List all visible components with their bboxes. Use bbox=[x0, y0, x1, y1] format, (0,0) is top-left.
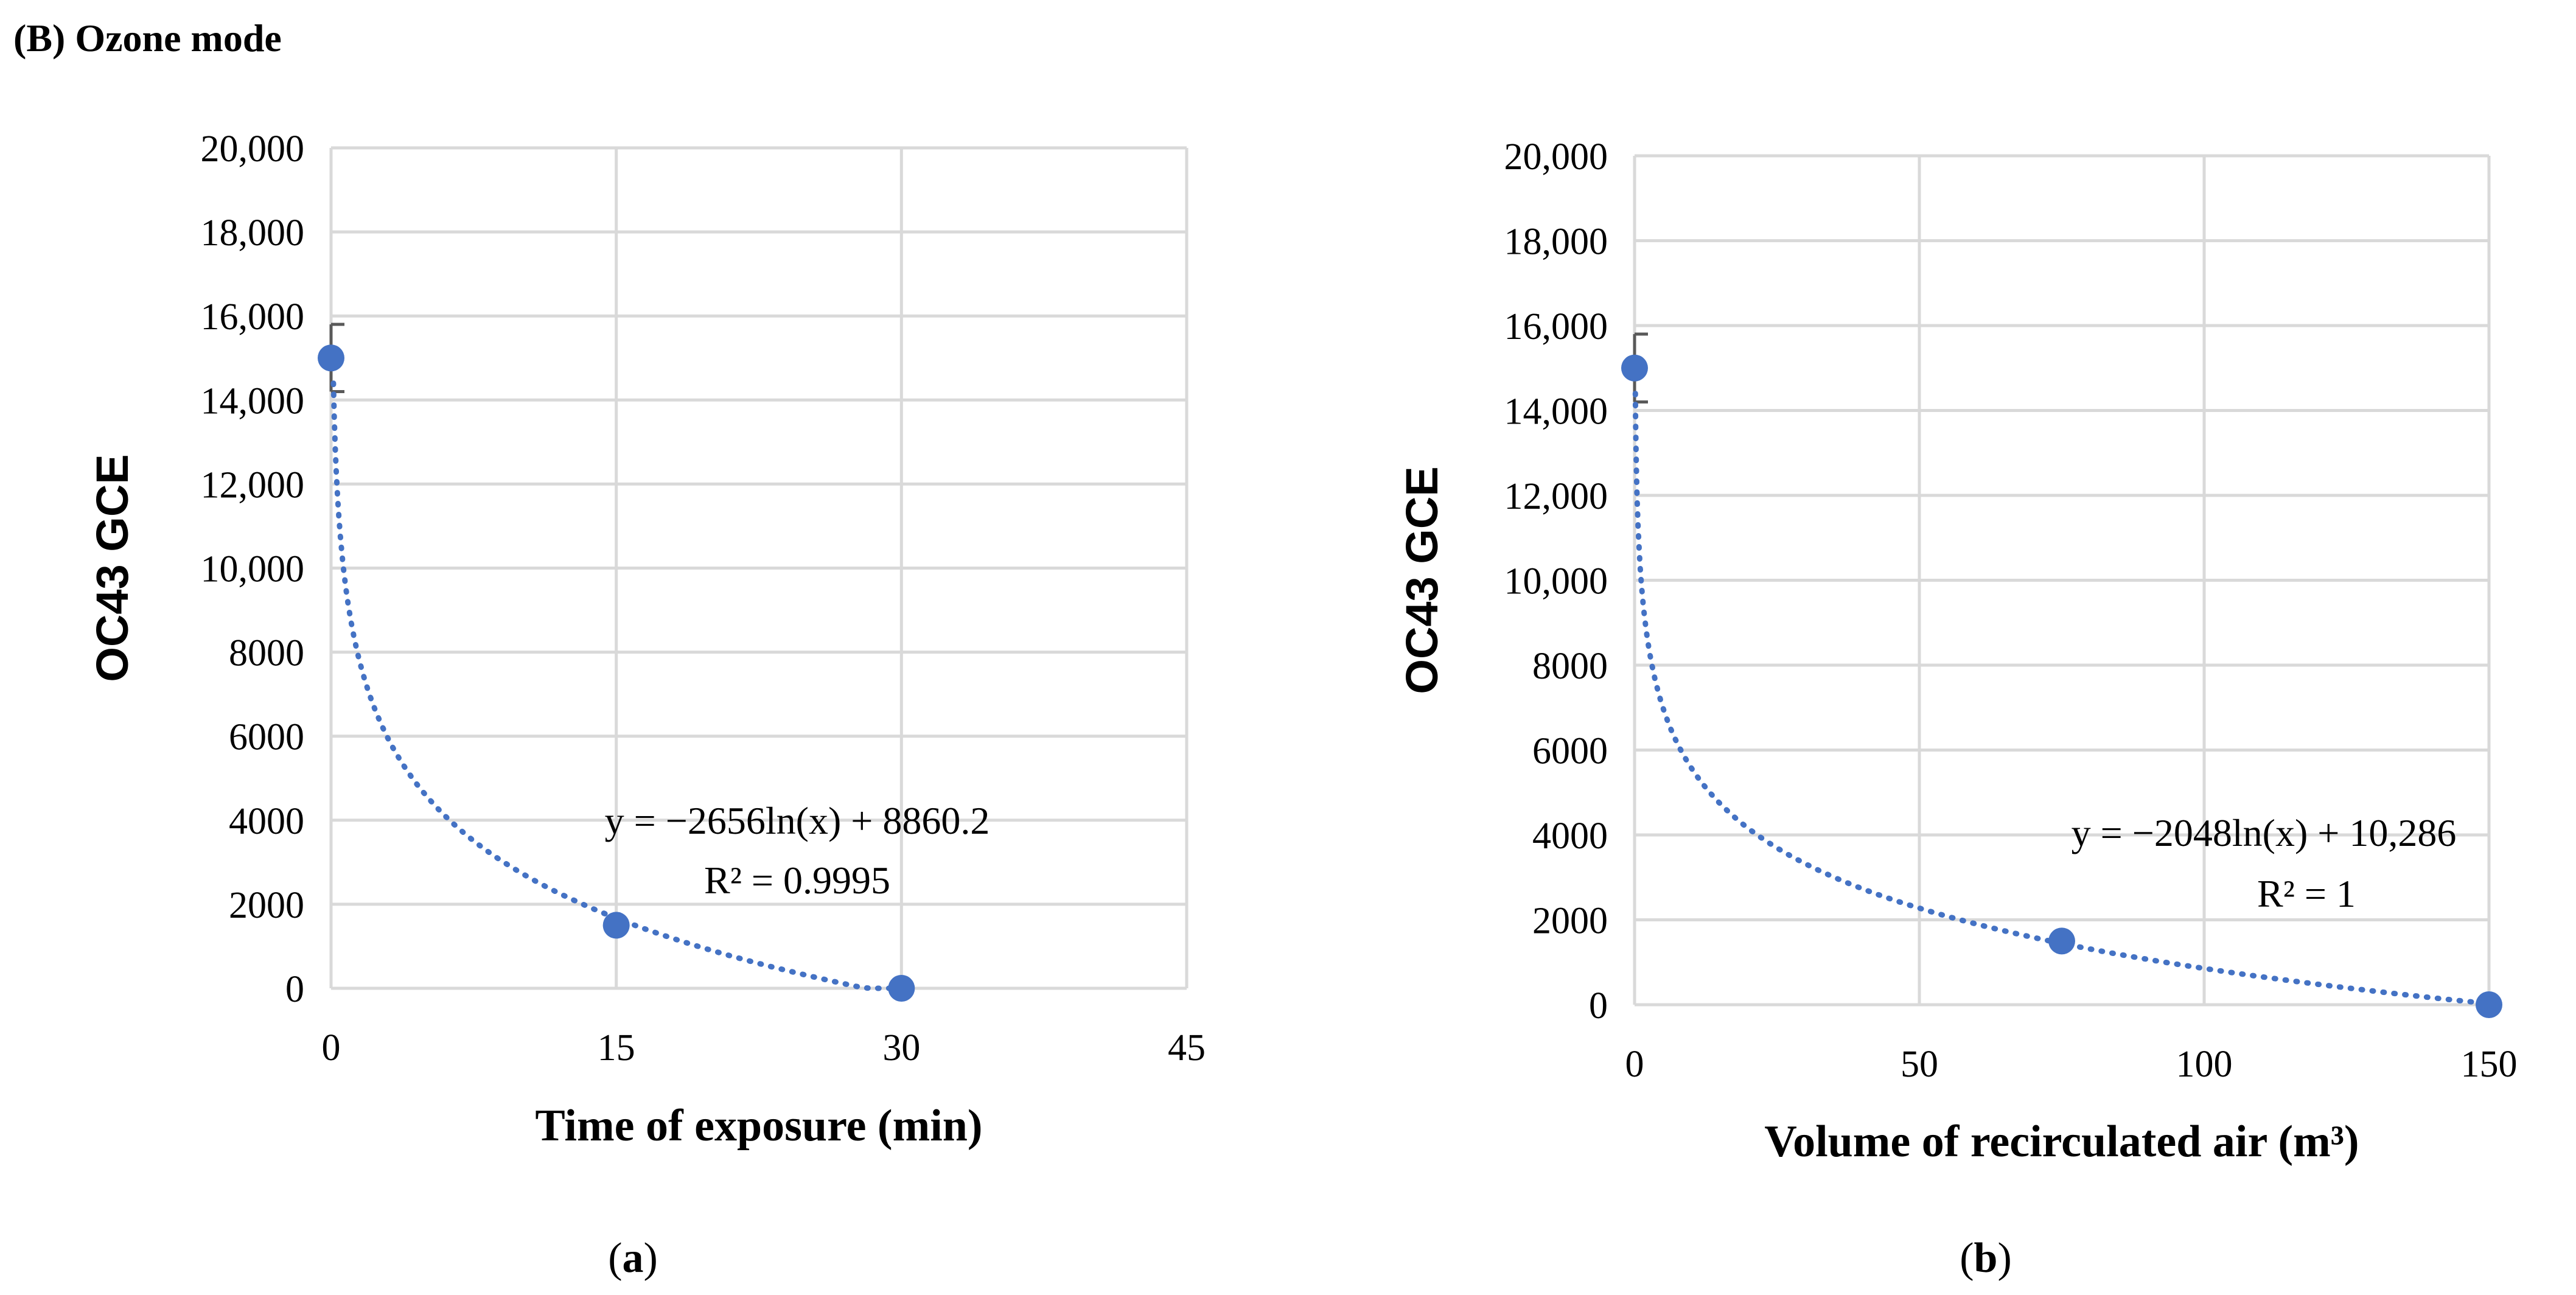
y-tick-label: 0 bbox=[1589, 985, 1608, 1027]
y-tick-label: 0 bbox=[285, 969, 304, 1010]
y-tick-label: 10,000 bbox=[1504, 561, 1608, 602]
x-tick-label: 0 bbox=[322, 1027, 341, 1069]
panel-label-close: ) bbox=[1997, 1235, 2011, 1282]
trendline-equation: y = −2656ln(x) + 8860.2 bbox=[605, 799, 990, 842]
figure-heading-label: (B) bbox=[13, 16, 65, 60]
trendline-equation: y = −2048ln(x) + 10,286 bbox=[2072, 811, 2457, 854]
y-axis-title: OC43 GCE bbox=[1397, 466, 1447, 694]
trendline bbox=[330, 380, 904, 991]
panel-label: (b) bbox=[1960, 1235, 2012, 1282]
figure-heading-title: Ozone mode bbox=[75, 16, 282, 60]
y-tick-label: 18,000 bbox=[201, 212, 305, 254]
y-tick-label: 12,000 bbox=[201, 464, 305, 506]
panel-label-close: ) bbox=[644, 1235, 658, 1282]
y-tick-label: 20,000 bbox=[201, 128, 305, 170]
x-axis-title: Volume of recirculated air (m³) bbox=[1764, 1117, 2359, 1167]
y-tick-label: 16,000 bbox=[201, 296, 305, 338]
x-axis-title: Time of exposure (min) bbox=[535, 1101, 982, 1151]
data-point bbox=[2476, 991, 2502, 1018]
x-tick-label: 30 bbox=[882, 1027, 920, 1069]
trendline bbox=[1632, 391, 2492, 1007]
x-tick-label: 45 bbox=[1168, 1027, 1206, 1069]
chart-panel-b: 0 2000 4000 6000 8000 10,000 12,000 14,000 16,00… bbox=[1397, 136, 2518, 1282]
y-tick-label: 4000 bbox=[229, 801, 304, 842]
panel-label-open: ( bbox=[608, 1235, 622, 1282]
y-tick-label: 20,000 bbox=[1504, 136, 1608, 178]
y-tick-label: 12,000 bbox=[1504, 476, 1608, 517]
panel-label-letter: a bbox=[623, 1235, 644, 1282]
y-tick-label: 6000 bbox=[229, 717, 304, 758]
r-squared-label: R² = 1 bbox=[2257, 872, 2356, 915]
panel-label-open: ( bbox=[1960, 1235, 1974, 1282]
y-tick-label: 14,000 bbox=[1504, 391, 1608, 433]
y-tick-label: 8000 bbox=[1532, 646, 1608, 687]
data-point bbox=[2048, 927, 2075, 955]
y-tick-label: 4000 bbox=[1532, 815, 1608, 857]
y-tick-label: 14,000 bbox=[201, 380, 305, 422]
panel-label-letter: b bbox=[1974, 1235, 1998, 1282]
x-tick-label: 0 bbox=[1625, 1044, 1644, 1085]
chart-panel-a: 0 2000 4000 6000 8000 10,000 12,000 14,000 16,00… bbox=[87, 128, 1206, 1282]
y-tick-label: 2000 bbox=[1532, 901, 1608, 942]
x-tick-label: 150 bbox=[2461, 1044, 2518, 1085]
data-point bbox=[888, 975, 915, 1002]
x-tick-label: 50 bbox=[1901, 1044, 1938, 1085]
data-point bbox=[602, 912, 630, 939]
y-tick-label: 16,000 bbox=[1504, 306, 1608, 347]
y-tick-label: 10,000 bbox=[201, 549, 305, 590]
y-tick-label: 6000 bbox=[1532, 731, 1608, 772]
x-tick-label: 15 bbox=[598, 1027, 635, 1069]
y-tick-label: 2000 bbox=[229, 885, 304, 926]
figure-heading: (B) Ozone mode bbox=[13, 16, 282, 60]
data-point bbox=[318, 344, 344, 372]
y-tick-label: 8000 bbox=[229, 633, 304, 674]
x-tick-label: 100 bbox=[2176, 1044, 2233, 1085]
panel-label: (a) bbox=[608, 1235, 658, 1282]
y-axis-title: OC43 GCE bbox=[87, 454, 138, 682]
y-tick-label: 18,000 bbox=[1504, 222, 1608, 263]
r-squared-label: R² = 0.9995 bbox=[704, 859, 890, 902]
data-point bbox=[1621, 354, 1648, 382]
